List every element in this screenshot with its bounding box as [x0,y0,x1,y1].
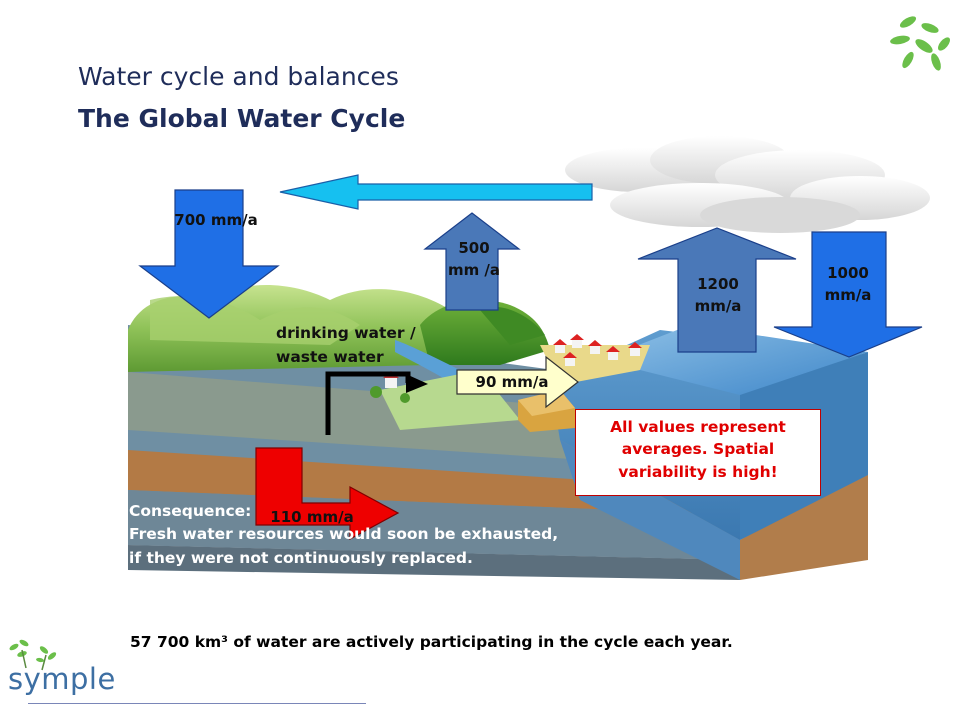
atmospheric-transport-arrow [279,174,593,210]
footer-divider [28,703,366,704]
consequence-line-3: if they were not continuously replaced. [129,548,473,567]
evaporation-ocean-arrow [637,227,797,353]
slide-title: Water cycle and balances [78,62,399,91]
precipitation-land-arrow [138,189,280,319]
drinking-water-line-2: waste water [276,348,384,367]
leaf-logo-icon [890,16,950,71]
precipitation-land-label: 700 mm/a [174,211,258,229]
symple-logo-icon [9,639,57,671]
groundwater-label: 110 mm/a [270,508,354,526]
precipitation-ocean-arrow [773,231,923,358]
runoff-arrow [456,355,579,409]
slide-subtitle: The Global Water Cycle [78,104,406,133]
evaporation-land-label: 500 mm /a [447,239,501,279]
precipitation-ocean-label: 1000 mm/a [824,264,872,304]
groundwater-arrow [255,447,400,541]
drinking-water-arrow [325,371,428,435]
consequence-text: Consequence: Fresh water resources would… [129,500,558,570]
averages-note-box: All values represent averages. Spatial v… [575,409,821,496]
evaporation-land-arrow [423,212,521,311]
clouds-icon [565,136,930,233]
averages-note-text: All values represent averages. Spatial v… [610,418,786,481]
footer-statement: 57 700 km³ of water are actively partici… [130,633,733,651]
symple-logo-text: symple [8,662,116,696]
drinking-water-line-1: drinking water / [276,324,416,342]
evaporation-ocean-label: 1200 mm/a [694,275,742,315]
consequence-line-2: Fresh water resources would soon be exha… [129,525,559,544]
runoff-label: 90 mm/a [475,373,549,391]
drinking-water-label: drinking water / waste water [276,321,416,369]
consequence-line-1: Consequence: [129,502,252,520]
